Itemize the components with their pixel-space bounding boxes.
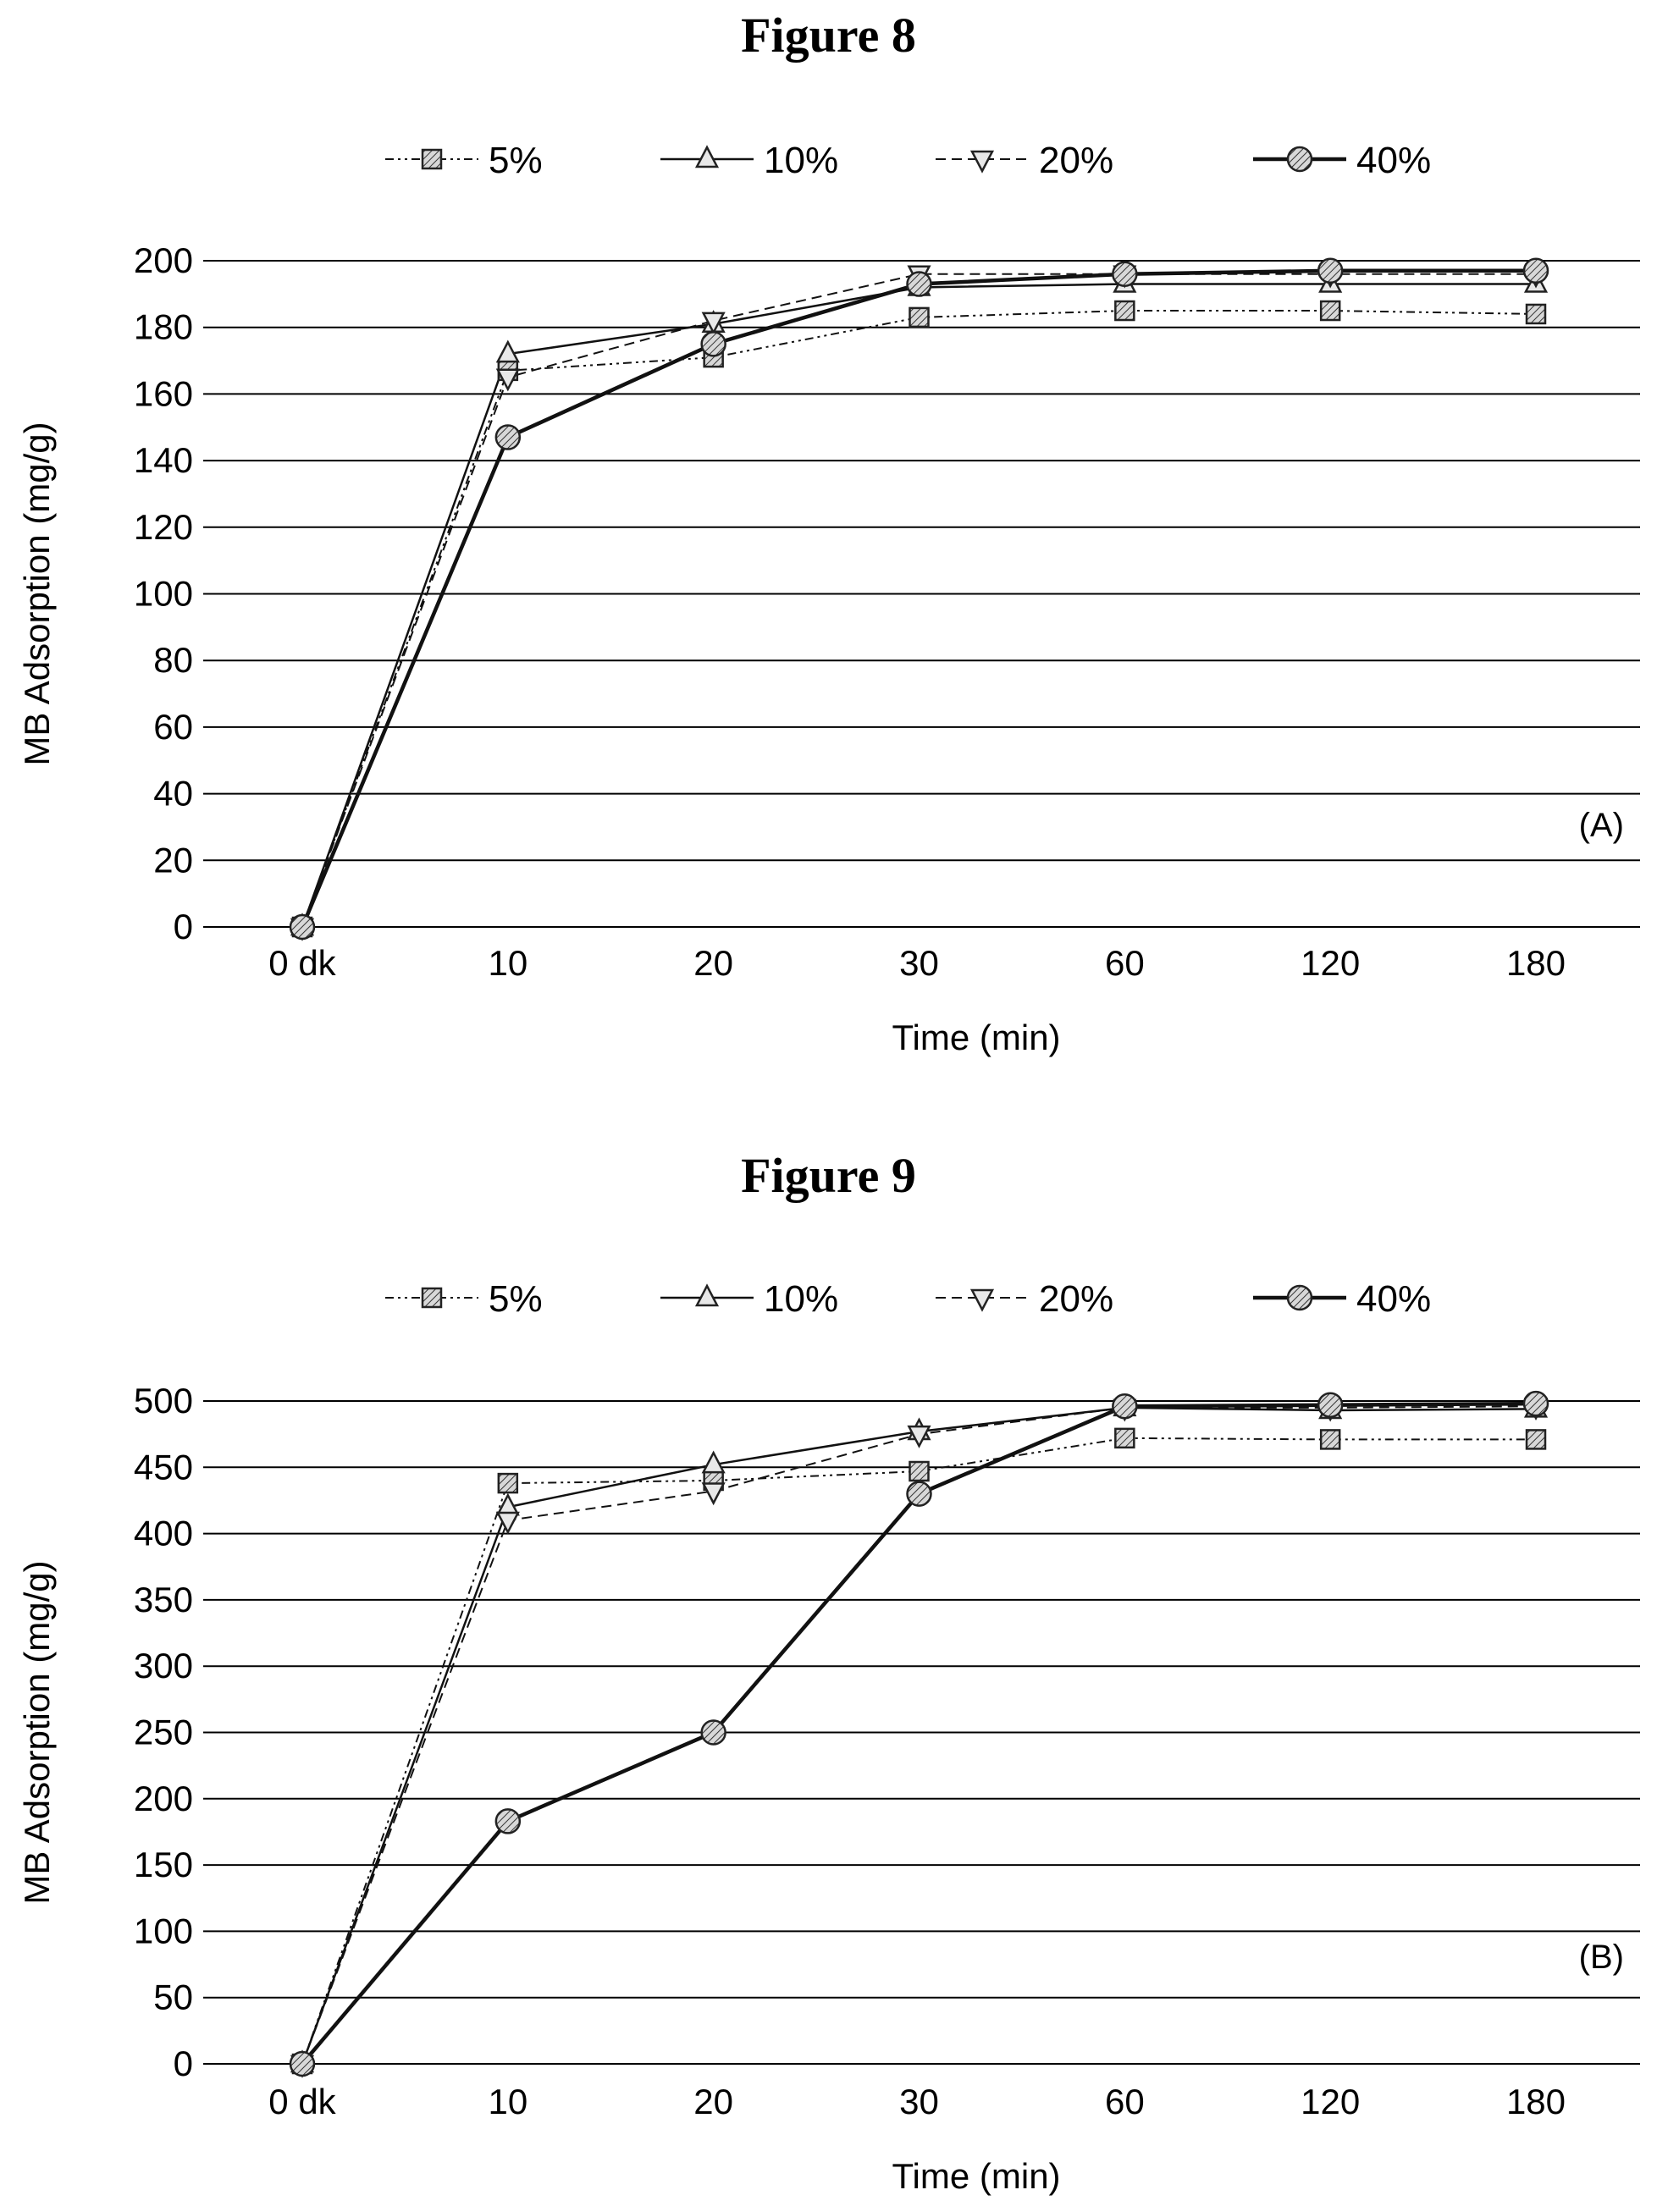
fig9-legend-label: 20% <box>1039 1278 1113 1320</box>
fig9-y-tick-label: 100 <box>134 1911 193 1950</box>
fig8-legend-marker <box>421 148 443 170</box>
fig8-y-tick-label: 160 <box>134 373 193 413</box>
fig9-x-tick-label: 30 <box>899 2082 939 2121</box>
fig8-x-tick-label: 10 <box>488 943 527 983</box>
fig8-legend-marker <box>694 145 720 168</box>
fig8-data-point <box>701 312 726 335</box>
fig8-data-point <box>906 271 932 297</box>
fig9-data-point <box>1525 1429 1547 1450</box>
fig8-data-point <box>909 306 930 328</box>
fig8-y-tick-label: 0 <box>174 907 193 946</box>
fig9-data-point <box>1522 1390 1549 1417</box>
fig8-x-tick-label: 120 <box>1301 943 1360 983</box>
fig9-data-point <box>909 1460 930 1482</box>
fig8-legend-label: 10% <box>764 140 838 181</box>
fig8-y-tick-label: 20 <box>153 840 193 880</box>
fig8-data-point <box>495 339 520 363</box>
figure-9-title: Figure 9 <box>741 1148 916 1203</box>
fig9-series-line-5% <box>301 1437 1536 2065</box>
fig9-x-tick-label: 20 <box>693 2082 733 2121</box>
fig8-data-point <box>289 913 316 941</box>
figure-8-title: Figure 8 <box>741 8 916 63</box>
fig8-x-tick-label: 60 <box>1105 943 1145 983</box>
fig9-x-axis-label: Time (min) <box>892 2156 1060 2196</box>
fig9-y-tick-label: 500 <box>134 1381 193 1420</box>
fig9-x-tick-label: 60 <box>1105 2082 1145 2121</box>
fig8-data-point <box>1114 300 1135 322</box>
fig8-x-axis-label: Time (min) <box>892 1018 1060 1057</box>
fig8-data-point <box>495 368 520 392</box>
fig9-data-point <box>497 1472 519 1494</box>
fig9-legend-marker <box>421 1287 443 1309</box>
fig9-y-axis-label: MB Adsorption (mg/g) <box>17 1560 57 1904</box>
fig8-y-tick-label: 40 <box>153 774 193 814</box>
fig8-legend-label: 40% <box>1356 140 1431 181</box>
fig8-x-tick-label: 30 <box>899 943 939 983</box>
fig8-x-tick-label: 0 dk <box>268 943 336 983</box>
fig8-data-point <box>1112 261 1138 287</box>
fig9-series-markers-40% <box>289 1390 1549 2077</box>
fig9-data-point <box>1319 1429 1341 1450</box>
fig8-y-tick-label: 100 <box>134 574 193 614</box>
fig8-y-tick-label: 120 <box>134 507 193 547</box>
fig8-y-tick-label: 80 <box>153 640 193 680</box>
fig8-y-tick-label: 60 <box>153 707 193 747</box>
fig9-legend-label: 5% <box>489 1278 543 1320</box>
fig8-data-point <box>494 424 522 450</box>
fig8-series-markers-40% <box>289 257 1549 941</box>
fig9-data-point <box>289 2050 316 2077</box>
fig8-panel-label: (A) <box>1579 807 1624 844</box>
fig8-data-point <box>1317 257 1344 284</box>
fig9-legend-marker <box>694 1283 720 1307</box>
fig8-y-tick-label: 200 <box>134 240 193 280</box>
fig9-panel-label: (B) <box>1579 1939 1624 1976</box>
fig8-data-point <box>1525 303 1547 325</box>
fig8-y-tick-label: 140 <box>134 440 193 480</box>
fig9-data-point <box>701 1450 726 1474</box>
fig9-y-tick-label: 50 <box>153 1978 193 2017</box>
fig8-data-point <box>1522 257 1549 284</box>
fig9-data-point <box>701 1482 726 1506</box>
fig9-x-tick-label: 10 <box>488 2082 527 2121</box>
fig9-y-tick-label: 400 <box>134 1514 193 1553</box>
fig9-data-point <box>1114 1427 1135 1449</box>
fig9-y-tick-label: 150 <box>134 1845 193 1884</box>
fig9-data-point <box>1317 1392 1344 1418</box>
fig9-legend-label: 40% <box>1356 1278 1431 1320</box>
fig8-legend-marker <box>969 150 995 174</box>
fig8-data-point <box>1319 300 1341 322</box>
fig9-data-point <box>906 1481 932 1507</box>
fig9-y-tick-label: 200 <box>134 1779 193 1818</box>
fig9-y-tick-label: 450 <box>134 1447 193 1487</box>
fig9-data-point <box>700 1719 726 1746</box>
fig9-data-point <box>495 1511 520 1535</box>
fig9-x-tick-label: 180 <box>1506 2082 1566 2121</box>
fig8-data-point <box>700 331 726 357</box>
fig8-legend-label: 5% <box>489 140 543 181</box>
fig9-data-point <box>494 1808 522 1834</box>
fig8-legend-marker <box>1286 146 1313 173</box>
fig8-legend-label: 20% <box>1039 140 1113 181</box>
fig8-y-axis-label: MB Adsorption (mg/g) <box>17 422 57 765</box>
fig9-series-markers-5% <box>291 1427 1547 2075</box>
fig9-legend-marker <box>969 1288 995 1312</box>
fig9-x-tick-label: 120 <box>1301 2082 1360 2121</box>
fig9-y-tick-label: 300 <box>134 1646 193 1685</box>
fig8-x-tick-label: 180 <box>1506 943 1566 983</box>
fig8-y-tick-label: 180 <box>134 307 193 347</box>
fig9-y-tick-label: 0 <box>174 2044 193 2083</box>
fig9-y-tick-label: 250 <box>134 1713 193 1752</box>
fig9-legend-marker <box>1286 1284 1313 1311</box>
fig9-y-tick-label: 350 <box>134 1580 193 1619</box>
fig8-x-tick-label: 20 <box>693 943 733 983</box>
fig9-x-tick-label: 0 dk <box>268 2082 336 2121</box>
fig9-data-point <box>1112 1393 1138 1420</box>
fig9-legend-label: 10% <box>764 1278 838 1320</box>
fig9-data-point <box>907 1425 931 1448</box>
figure-8-chart: 0 20 40 60 80 100 120 140 160 180 200 0 dk 10 20 30 60 1… <box>17 140 1640 1057</box>
